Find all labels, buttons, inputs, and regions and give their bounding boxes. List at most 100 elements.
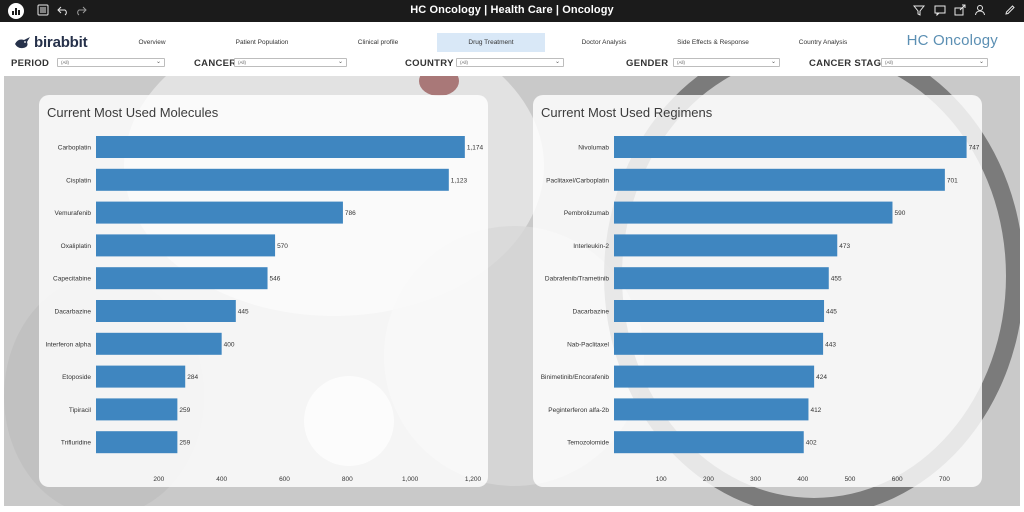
dropdown-value: (All) xyxy=(885,60,893,65)
value-label: 445 xyxy=(826,309,837,316)
country-dropdown[interactable]: (All) ⌄ xyxy=(456,58,564,67)
bar[interactable] xyxy=(614,365,815,388)
category-label: Pembrolizumab xyxy=(564,210,610,217)
bar[interactable] xyxy=(614,398,809,421)
value-label: 443 xyxy=(825,341,836,348)
bar[interactable] xyxy=(614,267,829,290)
category-label: Interleukin-2 xyxy=(573,243,609,250)
value-label: 546 xyxy=(270,276,281,283)
bar[interactable] xyxy=(96,431,178,454)
chevron-down-icon: ⌄ xyxy=(770,59,776,65)
tab-doctor-analysis[interactable]: Doctor Analysis xyxy=(581,39,627,46)
dropdown-value: (All) xyxy=(61,60,69,65)
dropdown-value: (All) xyxy=(238,60,246,65)
category-label: Tipiracil xyxy=(69,407,92,414)
bar[interactable] xyxy=(96,332,222,355)
filter-gender: GENDER (All) ⌄ xyxy=(626,57,781,71)
period-dropdown[interactable]: (All) ⌄ xyxy=(57,58,165,67)
value-label: 259 xyxy=(179,407,190,414)
value-label: 284 xyxy=(187,374,198,381)
category-label: Dabrafenib/Trametinib xyxy=(545,276,609,283)
x-tick-label: 600 xyxy=(892,476,903,483)
x-tick-label: 1,200 xyxy=(465,476,482,483)
bar[interactable] xyxy=(96,398,178,421)
comment-icon[interactable] xyxy=(933,4,947,18)
value-label: 400 xyxy=(224,341,235,348)
top-bar: HC Oncology | Health Care | Oncology xyxy=(0,0,1024,22)
value-label: 1,123 xyxy=(451,177,468,184)
bar[interactable] xyxy=(96,234,276,257)
value-label: 701 xyxy=(947,177,958,184)
category-label: Dacarbazine xyxy=(573,309,610,316)
filter-country: COUNTRY (All) ⌄ xyxy=(405,57,565,71)
tab-drug-treatment[interactable]: Drug Treatment xyxy=(437,33,545,52)
regimens-bar-chart: Nivolumab 747 Paclitaxel/Carboplatin 701 Pem… xyxy=(541,136,980,483)
dropdown-value: (All) xyxy=(460,60,468,65)
value-label: 473 xyxy=(839,243,850,250)
x-tick-label: 100 xyxy=(656,476,667,483)
x-tick-label: 200 xyxy=(153,476,164,483)
app-logo-icon[interactable] xyxy=(8,3,24,19)
bar[interactable] xyxy=(96,365,186,388)
cancer-stage-dropdown[interactable]: (All) ⌄ xyxy=(881,58,988,67)
bar[interactable] xyxy=(614,300,825,322)
category-label: Capecitabine xyxy=(53,276,91,283)
bar[interactable] xyxy=(614,168,945,191)
x-tick-label: 200 xyxy=(703,476,714,483)
chevron-down-icon: ⌄ xyxy=(155,59,161,65)
regimens-chart-panel: Current Most Used Regimens Nivolumab 747 P… xyxy=(533,95,982,487)
tab-clinical-profile[interactable]: Clinical profile xyxy=(357,39,399,46)
value-label: 412 xyxy=(810,407,821,414)
tab-overview[interactable]: Overview xyxy=(138,39,166,46)
bar[interactable] xyxy=(96,136,465,158)
bar[interactable] xyxy=(614,332,824,355)
rabbit-logo-icon xyxy=(15,37,30,49)
molecules-bar-chart: Carboplatin 1,174 Cisplatin 1,123 Vemurafeni… xyxy=(45,136,483,483)
bar[interactable] xyxy=(614,201,893,224)
category-label: Paclitaxel/Carboplatin xyxy=(546,177,609,184)
bar[interactable] xyxy=(614,136,967,158)
undo-icon[interactable] xyxy=(56,4,70,18)
bar[interactable] xyxy=(96,168,449,191)
category-label: Carboplatin xyxy=(58,145,92,152)
filter-cancer-stage: CANCER STAGE (All) ⌄ xyxy=(809,57,989,71)
bar[interactable] xyxy=(614,431,804,454)
bar[interactable] xyxy=(614,234,838,257)
category-label: Cisplatin xyxy=(66,177,91,184)
filter-label: COUNTRY xyxy=(405,58,454,69)
x-tick-label: 400 xyxy=(797,476,808,483)
filter-label: PERIOD xyxy=(11,58,50,69)
category-label: Nab-Paclitaxel xyxy=(567,341,609,348)
tab-side-effects-response[interactable]: Side Effects & Response xyxy=(677,39,749,46)
share-icon[interactable] xyxy=(953,4,967,18)
dashboard-title: HC Oncology | Health Care | Oncology xyxy=(410,4,614,16)
value-label: 455 xyxy=(831,276,842,283)
chevron-down-icon: ⌄ xyxy=(337,59,343,65)
category-label: Temozolomide xyxy=(567,440,609,447)
x-tick-label: 400 xyxy=(216,476,227,483)
filter-label: GENDER xyxy=(626,58,669,69)
tab-country-analysis[interactable]: Country Analysis xyxy=(798,39,848,46)
gender-dropdown[interactable]: (All) ⌄ xyxy=(673,58,780,67)
regimens-chart-title: Current Most Used Regimens xyxy=(541,105,713,120)
x-tick-label: 500 xyxy=(845,476,856,483)
menu-icon[interactable] xyxy=(36,4,50,18)
edit-icon[interactable] xyxy=(1003,4,1017,18)
redo-icon[interactable] xyxy=(74,4,88,18)
brand-title: HC Oncology xyxy=(906,32,998,49)
value-label: 445 xyxy=(238,309,249,316)
bar[interactable] xyxy=(96,300,236,322)
cancer-dropdown[interactable]: (All) ⌄ xyxy=(234,58,347,67)
x-tick-label: 1,000 xyxy=(402,476,419,483)
dashboard-header: birabbit Overview Patient Population Cli… xyxy=(4,26,1020,74)
chevron-down-icon: ⌄ xyxy=(554,59,560,65)
category-label: Peginterferon alfa-2b xyxy=(548,407,609,414)
bar[interactable] xyxy=(96,267,268,290)
x-tick-label: 700 xyxy=(939,476,950,483)
bar[interactable] xyxy=(96,201,343,224)
filter-label: CANCER xyxy=(194,58,237,69)
category-label: Dacarbazine xyxy=(55,309,92,316)
filter-icon[interactable] xyxy=(912,4,926,18)
tab-patient-population[interactable]: Patient Population xyxy=(235,39,289,46)
user-icon[interactable] xyxy=(973,4,987,18)
